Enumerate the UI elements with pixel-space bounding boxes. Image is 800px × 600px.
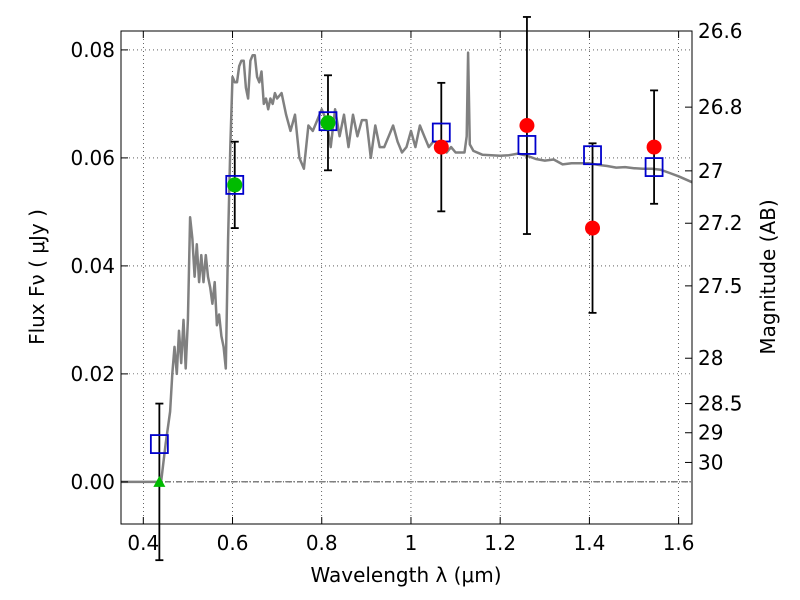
right-tick-label: 27 — [698, 159, 723, 183]
x-axis-label: Wavelength λ (μm) — [310, 563, 501, 587]
x-tick-label: 1 — [405, 531, 418, 555]
right-tick-label: 28 — [698, 346, 723, 370]
green-data-point — [320, 115, 336, 131]
model-square-marker — [149, 434, 169, 454]
red-data-point — [519, 117, 535, 133]
right-axis-label: Magnitude (AB) — [756, 199, 780, 354]
red-data-point — [433, 139, 449, 155]
right-tick-label: 26.6 — [698, 19, 743, 43]
right-tick-label: 26.8 — [698, 95, 743, 119]
green-data-point — [227, 177, 243, 193]
model-square-marker — [225, 174, 245, 195]
model-square-marker — [583, 145, 602, 166]
model-square-marker — [644, 157, 664, 177]
axis-ticks: 0.4 0.6 0.8 1 1.2 1.4 1.6 0.00 0.02 0.04 0.06 0.08 2… — [70, 19, 742, 555]
red-data-point — [585, 220, 601, 236]
model-sed-curve — [121, 51, 693, 484]
plot-frame — [120, 30, 693, 525]
right-tick-label: 27.5 — [698, 274, 743, 298]
y-axis-label: Flux Fν ( μJy ) — [25, 209, 49, 345]
y-tick-label: 0.04 — [70, 254, 115, 278]
right-tick-label: 27.2 — [698, 211, 743, 235]
y-tick-label: 0.06 — [70, 146, 115, 170]
x-tick-label: 1.4 — [573, 531, 605, 555]
x-tick-label: 0.4 — [127, 531, 159, 555]
y-tick-label: 0.08 — [70, 38, 115, 62]
y-tick-label: 0.02 — [70, 362, 115, 386]
right-tick-label: 30 — [698, 450, 723, 474]
x-tick-label: 0.8 — [306, 531, 338, 555]
right-tick-label: 28.5 — [698, 392, 743, 416]
x-tick-label: 1.2 — [484, 531, 516, 555]
model-square-marker — [517, 135, 537, 155]
red-data-point — [646, 139, 662, 155]
right-tick-label: 29 — [698, 421, 723, 445]
upper-limit-triangle — [153, 475, 166, 487]
y-tick-label: 0.00 — [70, 470, 115, 494]
grid-lines — [121, 31, 692, 524]
data-markers — [149, 111, 664, 487]
x-tick-label: 1.6 — [663, 531, 695, 555]
sed-line — [121, 51, 693, 484]
x-tick-label: 0.6 — [217, 531, 249, 555]
